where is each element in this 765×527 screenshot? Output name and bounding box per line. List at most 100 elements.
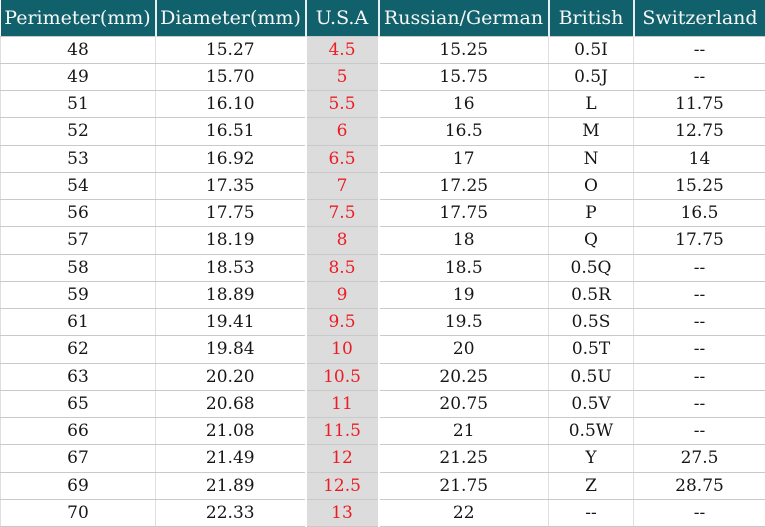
cell-british: Y	[548, 444, 634, 473]
table-row: 51 16.10 5.5 16 L 11.75	[0, 90, 765, 119]
cell-perimeter: 48	[0, 36, 156, 64]
cell-usa: 9.5	[304, 308, 380, 337]
table-row: 56 17.75 7.5 17.75 P 16.5	[0, 199, 765, 228]
cell-switzerland: 14	[633, 145, 765, 173]
cell-british: 0.5J	[548, 63, 634, 92]
cell-usa: 5.5	[304, 90, 380, 119]
cell-diameter: 20.68	[155, 390, 306, 419]
table-body: 48 15.27 4.5 15.25 0.5I -- 49 15.70 5 15.75 0.5J --…	[0, 36, 765, 527]
cell-perimeter: 67	[0, 444, 156, 473]
cell-switzerland: --	[633, 254, 765, 282]
cell-perimeter: 59	[0, 281, 156, 310]
cell-russian-german: 18.5	[378, 254, 549, 282]
column-header-usa: U.S.A	[305, 0, 380, 37]
cell-diameter: 17.35	[155, 172, 306, 201]
cell-diameter: 18.89	[155, 281, 306, 310]
cell-usa: 7.5	[304, 199, 380, 228]
column-header-switzerland: Switzerland	[633, 0, 765, 37]
cell-usa: 12.5	[304, 472, 380, 500]
cell-diameter: 16.10	[155, 90, 306, 119]
cell-usa: 12	[304, 444, 380, 473]
cell-switzerland: --	[633, 499, 765, 527]
cell-british: 0.5T	[548, 335, 634, 364]
table-row: 66 21.08 11.5 21 0.5W --	[0, 417, 765, 446]
table-row: 63 20.20 10.5 20.25 0.5U --	[0, 363, 765, 391]
table-row: 53 16.92 6.5 17 N 14	[0, 145, 765, 173]
table-row: 62 19.84 10 20 0.5T --	[0, 335, 765, 364]
cell-diameter: 16.51	[155, 117, 306, 146]
cell-british: 0.5Q	[548, 254, 634, 282]
cell-usa: 10	[304, 335, 380, 364]
cell-russian-german: 21	[378, 417, 549, 446]
cell-perimeter: 63	[0, 363, 156, 391]
cell-british: M	[548, 117, 634, 146]
cell-russian-german: 17	[378, 145, 549, 173]
cell-russian-german: 21.25	[378, 444, 549, 473]
cell-switzerland: 12.75	[633, 117, 765, 146]
table-row: 57 18.19 8 18 Q 17.75	[0, 226, 765, 255]
cell-usa: 11.5	[304, 417, 380, 446]
cell-perimeter: 53	[0, 145, 156, 173]
cell-british: 0.5S	[548, 308, 634, 337]
cell-usa: 6.5	[304, 145, 380, 173]
cell-switzerland: 27.5	[633, 444, 765, 473]
cell-russian-german: 20	[378, 335, 549, 364]
cell-diameter: 21.08	[155, 417, 306, 446]
cell-switzerland: --	[633, 308, 765, 337]
cell-british: P	[548, 199, 634, 228]
cell-perimeter: 58	[0, 254, 156, 282]
cell-perimeter: 49	[0, 63, 156, 92]
table-row: 69 21.89 12.5 21.75 Z 28.75	[0, 472, 765, 500]
cell-perimeter: 65	[0, 390, 156, 419]
cell-diameter: 19.84	[155, 335, 306, 364]
cell-usa: 7	[304, 172, 380, 201]
cell-usa: 8.5	[304, 254, 380, 282]
cell-british: --	[548, 499, 634, 527]
cell-diameter: 18.19	[155, 226, 306, 255]
cell-british: 0.5I	[548, 36, 634, 64]
table-row: 67 21.49 12 21.25 Y 27.5	[0, 444, 765, 473]
cell-switzerland: --	[633, 335, 765, 364]
cell-diameter: 15.27	[155, 36, 306, 64]
cell-perimeter: 61	[0, 308, 156, 337]
cell-switzerland: 15.25	[633, 172, 765, 201]
cell-usa: 6	[304, 117, 380, 146]
cell-russian-german: 21.75	[378, 472, 549, 500]
cell-russian-german: 17.25	[378, 172, 549, 201]
cell-perimeter: 62	[0, 335, 156, 364]
cell-diameter: 18.53	[155, 254, 306, 282]
cell-british: Q	[548, 226, 634, 255]
cell-british: 0.5V	[548, 390, 634, 419]
cell-russian-german: 18	[378, 226, 549, 255]
cell-switzerland: 28.75	[633, 472, 765, 500]
cell-perimeter: 57	[0, 226, 156, 255]
cell-usa: 4.5	[304, 36, 380, 64]
table-row: 59 18.89 9 19 0.5R --	[0, 281, 765, 310]
cell-diameter: 19.41	[155, 308, 306, 337]
cell-usa: 10.5	[304, 363, 380, 391]
cell-switzerland: 17.75	[633, 226, 765, 255]
cell-switzerland: --	[633, 63, 765, 92]
cell-russian-german: 15.75	[378, 63, 549, 92]
cell-switzerland: --	[633, 36, 765, 64]
cell-usa: 11	[304, 390, 380, 419]
cell-british: Z	[548, 472, 634, 500]
cell-british: 0.5W	[548, 417, 634, 446]
cell-diameter: 16.92	[155, 145, 306, 173]
cell-russian-german: 15.25	[378, 36, 549, 64]
cell-diameter: 21.89	[155, 472, 306, 500]
table-row: 61 19.41 9.5 19.5 0.5S --	[0, 308, 765, 337]
cell-perimeter: 70	[0, 499, 156, 527]
cell-diameter: 17.75	[155, 199, 306, 228]
cell-british: 0.5U	[548, 363, 634, 391]
table-row: 65 20.68 11 20.75 0.5V --	[0, 390, 765, 419]
cell-russian-german: 16.5	[378, 117, 549, 146]
table-row: 58 18.53 8.5 18.5 0.5Q --	[0, 254, 765, 282]
table-row: 70 22.33 13 22 -- --	[0, 499, 765, 527]
cell-switzerland: 16.5	[633, 199, 765, 228]
cell-switzerland: --	[633, 281, 765, 310]
cell-russian-german: 19.5	[378, 308, 549, 337]
cell-usa: 8	[304, 226, 380, 255]
cell-perimeter: 66	[0, 417, 156, 446]
